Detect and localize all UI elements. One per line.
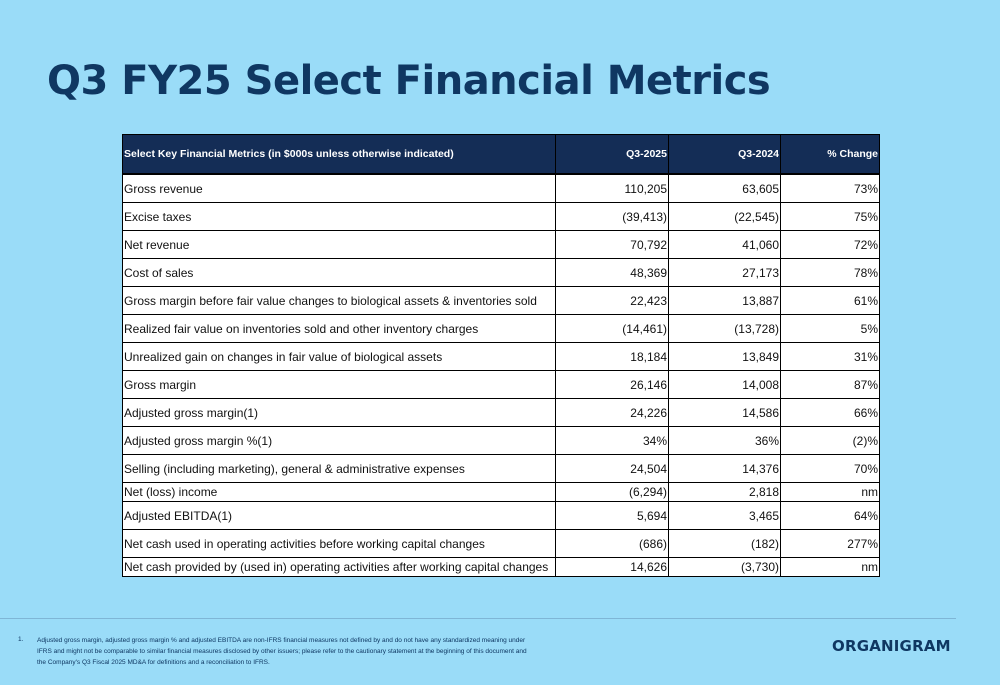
metric-label: Unrealized gain on changes in fair value…: [122, 342, 556, 371]
metric-label: Cost of sales: [122, 258, 556, 287]
value-change: 61%: [780, 286, 880, 315]
footnote-text: Adjusted gross margin, adjusted gross ma…: [37, 637, 527, 666]
table-row: Adjusted gross margin %(1) 34% 36% (2)%: [122, 426, 880, 455]
value-change: 5%: [780, 314, 880, 343]
table-row: Net revenue 70,792 41,060 72%: [122, 230, 880, 259]
value-q3-2024: 13,887: [668, 286, 781, 315]
metric-label: Adjusted gross margin %(1): [122, 426, 556, 455]
metric-label: Gross margin: [122, 370, 556, 399]
table-row: Adjusted EBITDA(1) 5,694 3,465 64%: [122, 501, 880, 530]
value-change: 72%: [780, 230, 880, 259]
value-change: nm: [780, 482, 880, 502]
table-row: Unrealized gain on changes in fair value…: [122, 342, 880, 371]
value-change: 87%: [780, 370, 880, 399]
metric-label: Realized fair value on inventories sold …: [122, 314, 556, 343]
table-row: Adjusted gross margin(1) 24,226 14,586 6…: [122, 398, 880, 427]
value-q3-2025: 14,626: [555, 557, 669, 577]
value-q3-2025: (14,461): [555, 314, 669, 343]
value-q3-2025: (39,413): [555, 202, 669, 231]
table-row: Selling (including marketing), general &…: [122, 454, 880, 483]
value-q3-2024: 14,586: [668, 398, 781, 427]
value-q3-2025: (686): [555, 529, 669, 558]
value-change: 277%: [780, 529, 880, 558]
value-q3-2024: 63,605: [668, 173, 781, 203]
value-q3-2024: (182): [668, 529, 781, 558]
table-row: Gross revenue 110,205 63,605 73%: [122, 173, 880, 203]
value-q3-2025: 18,184: [555, 342, 669, 371]
footnote-number: 1.: [18, 636, 24, 643]
value-change: (2)%: [780, 426, 880, 455]
value-change: 31%: [780, 342, 880, 371]
value-q3-2024: 36%: [668, 426, 781, 455]
value-change: 73%: [780, 173, 880, 203]
value-q3-2024: 14,376: [668, 454, 781, 483]
value-q3-2024: (22,545): [668, 202, 781, 231]
value-q3-2024: 27,173: [668, 258, 781, 287]
value-q3-2025: 26,146: [555, 370, 669, 399]
value-q3-2024: 14,008: [668, 370, 781, 399]
value-change: 75%: [780, 202, 880, 231]
value-q3-2025: 24,226: [555, 398, 669, 427]
footer-divider: [0, 618, 956, 619]
financial-metrics-table: Select Key Financial Metrics (in $000s u…: [122, 134, 880, 577]
table-row: Excise taxes (39,413) (22,545) 75%: [122, 202, 880, 231]
table-row: Net (loss) income (6,294) 2,818 nm: [122, 482, 880, 502]
value-q3-2025: 5,694: [555, 501, 669, 530]
table-header-row: Select Key Financial Metrics (in $000s u…: [122, 134, 880, 175]
metric-label: Gross revenue: [122, 173, 556, 203]
header-q3-2024: Q3-2024: [668, 134, 781, 175]
page-title: Q3 FY25 Select Financial Metrics: [47, 58, 771, 104]
header-change: % Change: [780, 134, 880, 175]
value-q3-2025: 70,792: [555, 230, 669, 259]
value-q3-2025: 24,504: [555, 454, 669, 483]
table-row: Gross margin before fair value changes t…: [122, 286, 880, 315]
value-q3-2025: 110,205: [555, 173, 669, 203]
value-q3-2025: 34%: [555, 426, 669, 455]
metric-label: Excise taxes: [122, 202, 556, 231]
metric-label: Adjusted EBITDA(1): [122, 501, 556, 530]
value-change: 78%: [780, 258, 880, 287]
metric-label: Net cash used in operating activities be…: [122, 529, 556, 558]
organigram-logo: ORGANIGRAM: [832, 637, 951, 655]
value-q3-2024: 2,818: [668, 482, 781, 502]
value-change: nm: [780, 557, 880, 577]
value-q3-2025: 48,369: [555, 258, 669, 287]
value-change: 66%: [780, 398, 880, 427]
value-q3-2024: (13,728): [668, 314, 781, 343]
table-row: Net cash used in operating activities be…: [122, 529, 880, 558]
value-change: 64%: [780, 501, 880, 530]
table-row: Net cash provided by (used in) operating…: [122, 557, 880, 577]
metric-label: Gross margin before fair value changes t…: [122, 286, 556, 315]
value-q3-2024: 13,849: [668, 342, 781, 371]
value-q3-2025: 22,423: [555, 286, 669, 315]
metric-label: Net (loss) income: [122, 482, 556, 502]
value-q3-2024: 3,465: [668, 501, 781, 530]
metric-label: Adjusted gross margin(1): [122, 398, 556, 427]
table-row: Cost of sales 48,369 27,173 78%: [122, 258, 880, 287]
value-change: 70%: [780, 454, 880, 483]
header-metric: Select Key Financial Metrics (in $000s u…: [122, 134, 556, 175]
value-q3-2024: (3,730): [668, 557, 781, 577]
header-q3-2025: Q3-2025: [555, 134, 669, 175]
value-q3-2024: 41,060: [668, 230, 781, 259]
table-row: Realized fair value on inventories sold …: [122, 314, 880, 343]
metric-label: Net cash provided by (used in) operating…: [122, 557, 556, 577]
table-row: Gross margin 26,146 14,008 87%: [122, 370, 880, 399]
metric-label: Net revenue: [122, 230, 556, 259]
metric-label: Selling (including marketing), general &…: [122, 454, 556, 483]
value-q3-2025: (6,294): [555, 482, 669, 502]
